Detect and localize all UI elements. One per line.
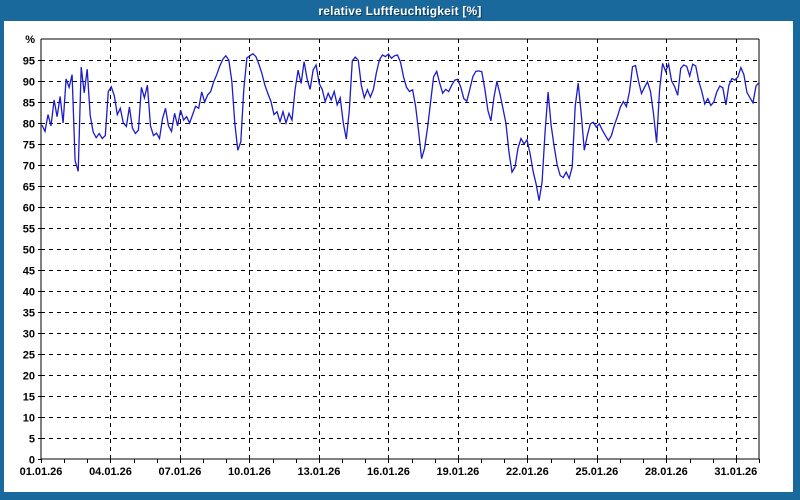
y-tick-label: 55 bbox=[23, 224, 35, 236]
y-tick-label: 40 bbox=[23, 287, 35, 299]
title-bar: relative Luftfeuchtigkeit [%] bbox=[0, 0, 800, 21]
y-tick-label: 45 bbox=[23, 266, 35, 278]
x-tick-label: 28.01.26 bbox=[645, 466, 688, 478]
x-tick-label: 01.01.26 bbox=[20, 466, 63, 478]
y-tick-label: 60 bbox=[23, 203, 35, 215]
y-tick-label: 10 bbox=[23, 413, 35, 425]
x-tick-label: 31.01.26 bbox=[714, 466, 757, 478]
x-tick-label: 25.01.26 bbox=[575, 466, 618, 478]
x-tick-label: 16.01.26 bbox=[367, 466, 410, 478]
chart-svg: 0 5 10 15 20 25 30 35 40 45 50 55 60 65 70 75 80 85 90 95% 0… bbox=[20, 34, 760, 478]
y-tick-label: 65 bbox=[23, 182, 35, 194]
y-tick-label: 0 bbox=[29, 455, 35, 467]
x-tick-label: 04.01.26 bbox=[89, 466, 132, 478]
y-axis-unit-label: % bbox=[25, 34, 35, 46]
y-tick-label: 75 bbox=[23, 140, 35, 152]
window-title: relative Luftfeuchtigkeit [%] bbox=[318, 3, 482, 18]
y-tick-label: 90 bbox=[23, 77, 35, 89]
y-tick-label: 30 bbox=[23, 329, 35, 341]
x-tick-label: 13.01.26 bbox=[298, 466, 341, 478]
x-tick-label: 10.01.26 bbox=[228, 466, 271, 478]
y-tick-label: 70 bbox=[23, 161, 35, 173]
y-tick-label: 50 bbox=[23, 245, 35, 257]
chart-area: 0 5 10 15 20 25 30 35 40 45 50 55 60 65 70 75 80 85 90 95% 0… bbox=[4, 21, 793, 492]
humidity-line-chart: 0 5 10 15 20 25 30 35 40 45 50 55 60 65 70 75 80 85 90 95% 0… bbox=[4, 21, 793, 492]
y-tick-label: 15 bbox=[23, 392, 35, 404]
y-tick-label: 35 bbox=[23, 308, 35, 320]
y-tick-label: 25 bbox=[23, 350, 35, 362]
y-tick-label: 20 bbox=[23, 371, 35, 383]
y-tick-label: 95 bbox=[23, 56, 35, 68]
x-tick-label: 22.01.26 bbox=[506, 466, 549, 478]
y-tick-label: 85 bbox=[23, 98, 35, 110]
humidity-series-line bbox=[41, 52, 760, 201]
x-tick-label: 19.01.26 bbox=[436, 466, 479, 478]
y-tick-label: 80 bbox=[23, 119, 35, 131]
x-tick-label: 07.01.26 bbox=[159, 466, 202, 478]
y-tick-label: 5 bbox=[29, 434, 35, 446]
